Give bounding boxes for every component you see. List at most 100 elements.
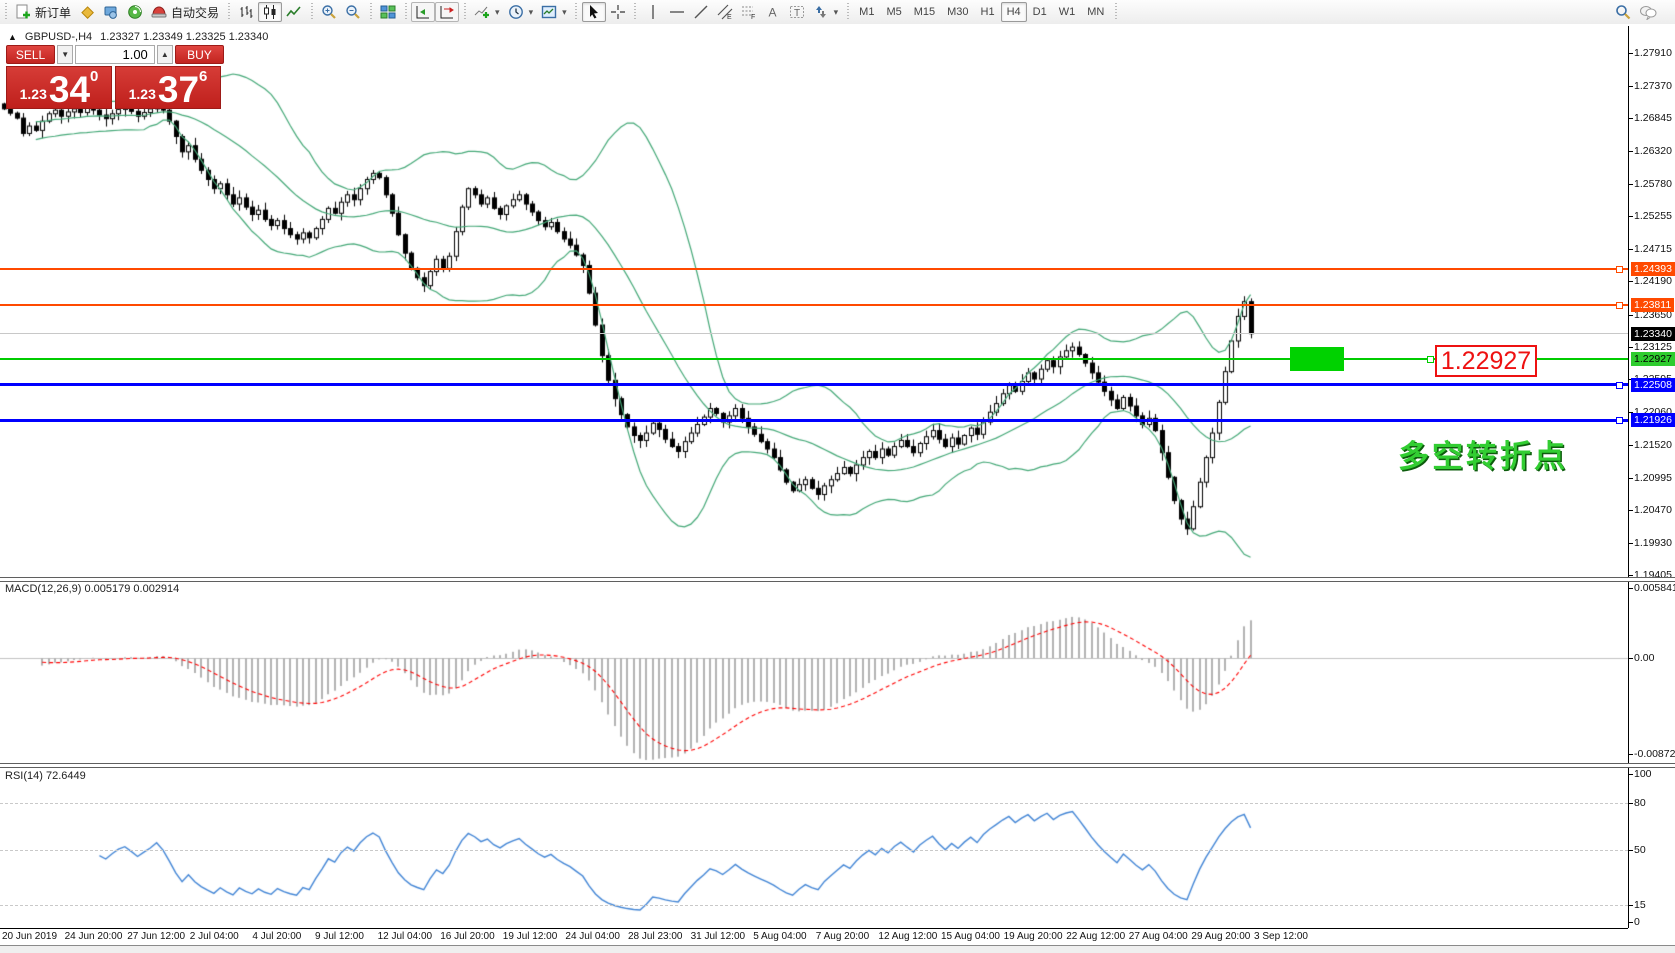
tf-h1-button[interactable]: H1 xyxy=(980,6,995,18)
price-tick-mark xyxy=(1628,509,1633,511)
horizontal-line-1.23811[interactable] xyxy=(0,303,1628,306)
volume-input[interactable]: 1.00 xyxy=(75,45,155,64)
toolbar-grip[interactable] xyxy=(309,3,315,21)
dropdown-arrow-icon: ▾ xyxy=(833,6,839,17)
cursor-icon xyxy=(586,4,602,20)
toolbar-grip[interactable] xyxy=(1113,3,1119,21)
price-tick-label: 1.24190 xyxy=(1634,275,1672,288)
price-chart-canvas[interactable] xyxy=(0,24,1675,953)
new-order-button[interactable]: 新订单 xyxy=(11,2,75,22)
zoom-in-button[interactable] xyxy=(317,2,341,22)
horizontal-line-1.22508[interactable] xyxy=(0,383,1628,387)
line-anchor-marker[interactable] xyxy=(1616,381,1623,389)
horizontal-line-1.24393[interactable] xyxy=(0,267,1628,270)
channel-button[interactable]: E xyxy=(713,2,737,22)
tf-m1-button[interactable]: M1 xyxy=(859,6,875,18)
rsi-tick-mark xyxy=(1628,803,1633,805)
vertical-line-button[interactable] xyxy=(641,2,665,22)
line-anchor-marker[interactable] xyxy=(1616,417,1623,425)
tf-h4-button[interactable]: H4 xyxy=(1000,2,1027,22)
price-line-badge: 1.24393 xyxy=(1631,261,1675,276)
rsi-level-line xyxy=(0,904,1628,906)
line-anchor-marker[interactable] xyxy=(1427,355,1434,363)
horizontal-line-1.21926[interactable] xyxy=(0,418,1628,422)
trendline-button[interactable] xyxy=(689,2,713,22)
highlight-rectangle[interactable] xyxy=(1290,346,1344,371)
horizontal-line-1.2334[interactable] xyxy=(0,333,1628,335)
price-tick-label: 1.19930 xyxy=(1634,536,1672,549)
text-button[interactable]: A xyxy=(761,2,785,22)
toolbar-grip[interactable] xyxy=(226,3,232,21)
buy-price-button[interactable]: 1.23 37 6 xyxy=(115,66,221,109)
volume-increase-button[interactable]: ▲ xyxy=(156,45,173,64)
arrows-button[interactable]: ▾ xyxy=(809,2,843,22)
templates-button[interactable]: ▾ xyxy=(537,2,571,22)
tile-windows-button[interactable] xyxy=(376,2,400,22)
horizontal-line-icon xyxy=(669,4,685,20)
zoom-out-button[interactable] xyxy=(341,2,365,22)
fibonacci-button[interactable]: F xyxy=(737,2,761,22)
chat-button[interactable] xyxy=(1635,2,1661,22)
macd-tick-label: 0.00 xyxy=(1634,652,1655,664)
time-tick-label: 15 Aug 04:00 xyxy=(941,931,1000,942)
crosshair-button[interactable] xyxy=(606,2,630,22)
buy-price-major: 1.23 xyxy=(128,86,156,102)
tf-m5-button[interactable]: M5 xyxy=(886,6,902,18)
tf-m15-button[interactable]: M15 xyxy=(913,6,936,18)
rsi-tick-mark xyxy=(1628,774,1633,775)
fibonacci-icon: F xyxy=(741,4,757,20)
toolbar-grip[interactable] xyxy=(632,3,638,21)
rsi-tick-mark xyxy=(1628,922,1633,923)
autotrading-button[interactable]: 自动交易 xyxy=(147,2,223,22)
volume-decrease-button[interactable]: ▼ xyxy=(57,45,74,64)
line-chart-button[interactable] xyxy=(282,2,306,22)
price-tick-mark xyxy=(1628,477,1633,479)
toolbar-grip[interactable] xyxy=(845,3,851,21)
chart-shift-end-button[interactable] xyxy=(411,2,436,22)
bar-chart-button[interactable] xyxy=(234,2,258,22)
price-tick-label: 1.25780 xyxy=(1634,177,1672,190)
cursor-button[interactable] xyxy=(581,2,606,22)
text-icon: A xyxy=(765,4,781,20)
price-tick-label: 1.20470 xyxy=(1634,503,1672,516)
horizontal-line-button[interactable] xyxy=(665,2,689,22)
metaeditor-button[interactable] xyxy=(75,2,99,22)
line-anchor-marker[interactable] xyxy=(1616,301,1623,309)
horizontal-line-1.22927[interactable] xyxy=(0,357,1628,360)
sell-price-point: 0 xyxy=(90,68,99,85)
time-tick-label: 19 Aug 20:00 xyxy=(1003,931,1063,942)
collapse-arrow-icon[interactable]: ▲ xyxy=(8,32,17,42)
macd-panel-splitter[interactable] xyxy=(0,577,1675,582)
buy-button[interactable]: BUY xyxy=(174,45,225,64)
tf-mn-button[interactable]: MN xyxy=(1087,6,1105,18)
line-anchor-marker[interactable] xyxy=(1616,265,1623,273)
candlestick-chart-button[interactable] xyxy=(258,2,283,22)
chart-autoscroll-button[interactable] xyxy=(435,2,460,22)
text-label-button[interactable]: T xyxy=(785,2,809,22)
price-line-badge: 1.22927 xyxy=(1631,351,1675,366)
trendline-icon xyxy=(693,4,709,20)
time-tick-label: 28 Jul 23:00 xyxy=(628,931,683,942)
sell-button[interactable]: SELL xyxy=(6,45,56,64)
terminal-button[interactable] xyxy=(99,2,123,22)
periods-button[interactable]: ▾ xyxy=(504,2,538,22)
toolbar-grip[interactable] xyxy=(368,3,374,21)
macd-tick-mark xyxy=(1628,588,1633,589)
rsi-panel-splitter[interactable] xyxy=(0,763,1675,768)
indicators-button[interactable]: ▾ xyxy=(470,2,504,22)
toolbar-grip[interactable] xyxy=(3,3,8,21)
tf-m30-button[interactable]: M30 xyxy=(947,6,969,18)
toolbar-grip[interactable] xyxy=(573,3,579,21)
time-tick-label: 3 Sep 12:00 xyxy=(1254,931,1308,942)
toolbar-grip[interactable] xyxy=(403,3,409,21)
time-tick-label: 29 Aug 20:00 xyxy=(1191,931,1251,942)
sell-price-button[interactable]: 1.23 34 0 xyxy=(6,66,112,109)
tf-d1-button[interactable]: D1 xyxy=(1032,6,1047,18)
search-button[interactable] xyxy=(1611,2,1635,22)
pivot-price-callout[interactable]: 1.22927 xyxy=(1435,345,1537,377)
tf-w1-button[interactable]: W1 xyxy=(1058,6,1076,18)
community-button[interactable] xyxy=(123,2,147,22)
toolbar-grip[interactable] xyxy=(462,3,468,21)
price-tick-mark xyxy=(1628,150,1633,152)
